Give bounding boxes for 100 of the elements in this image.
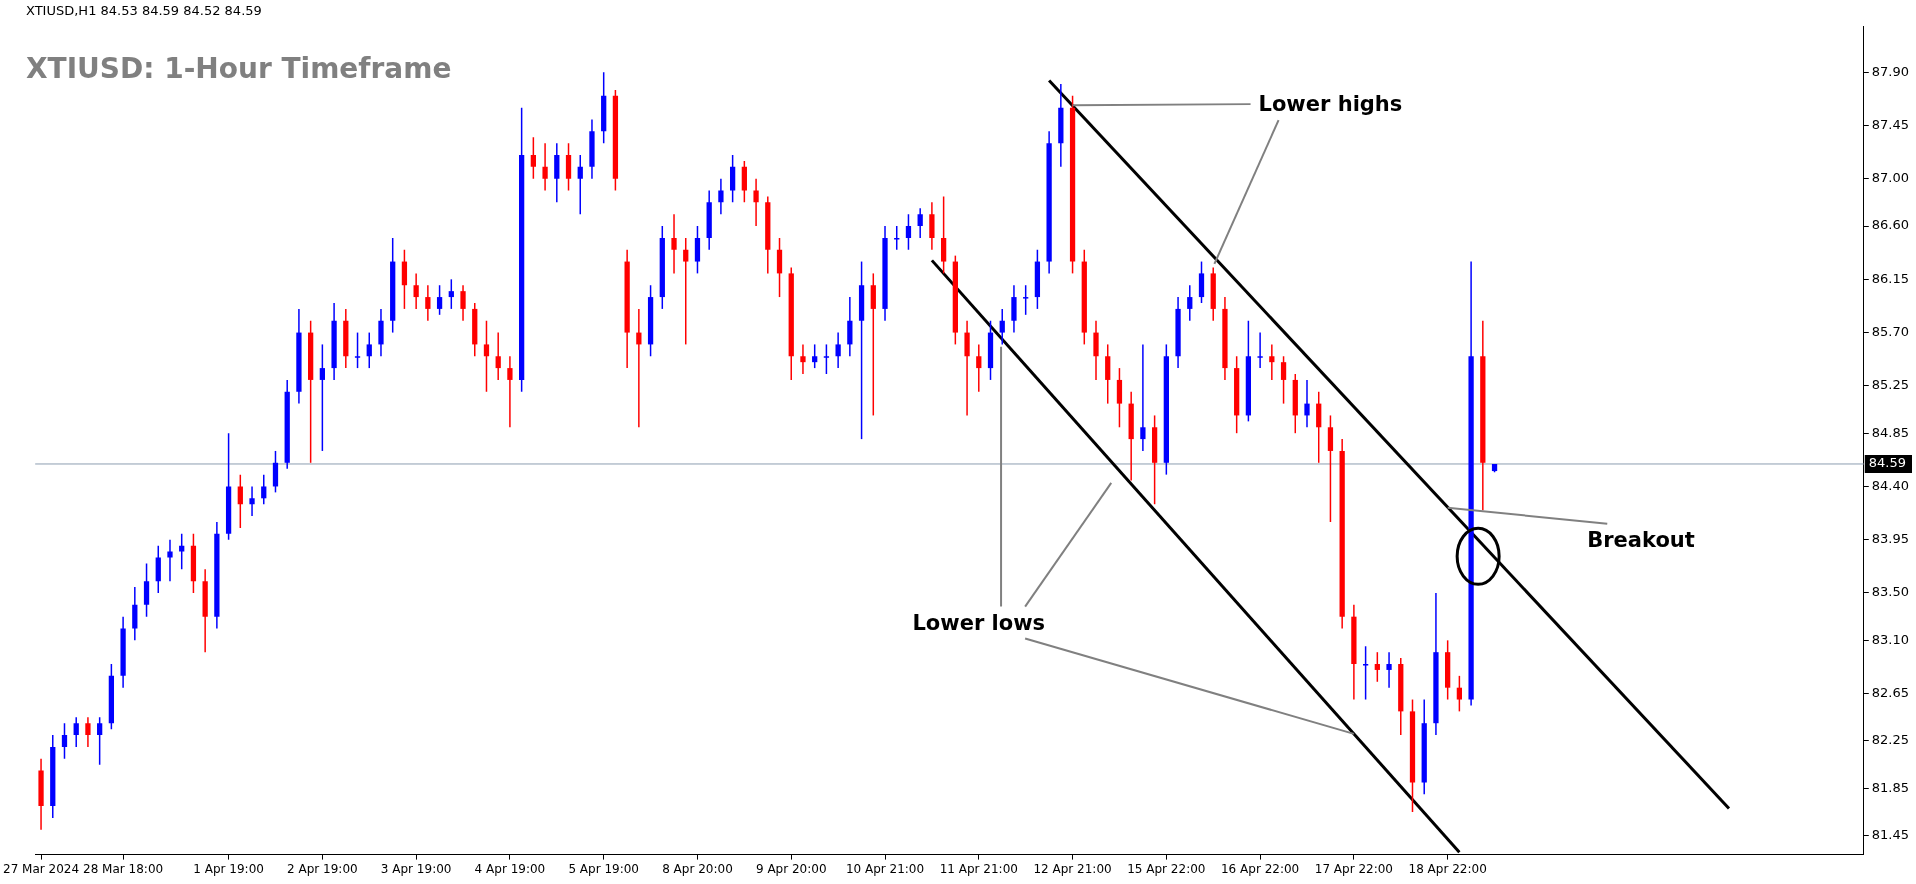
candlestick — [97, 716, 103, 766]
y-tick-label: 84.40 — [1871, 477, 1909, 493]
y-tick-label: 83.50 — [1871, 584, 1909, 600]
candlestick — [1374, 651, 1380, 683]
candlestick — [929, 201, 935, 251]
y-tick-label: 85.70 — [1871, 323, 1909, 339]
candlestick — [1198, 260, 1205, 304]
y-tick-label: 85.25 — [1871, 377, 1909, 393]
x-tick-label: 15 Apr 22:00 — [1127, 861, 1206, 876]
candlestick — [1280, 355, 1287, 405]
x-tick-label: 3 Apr 19:00 — [380, 861, 452, 876]
candlestick — [1257, 331, 1263, 369]
y-tick-label: 82.25 — [1871, 732, 1909, 748]
y-tick-label: 81.85 — [1871, 779, 1909, 795]
candlestick — [378, 308, 384, 358]
candlestick — [366, 331, 372, 369]
x-tick-label: 1 Apr 19:00 — [193, 861, 264, 876]
candlestick — [319, 343, 326, 452]
y-tick-label: 86.15 — [1871, 270, 1909, 286]
candlestick — [132, 586, 138, 642]
candlestick — [964, 320, 970, 417]
chart-subtitle: XTIUSD,H1 84.53 84.59 84.52 84.59 — [26, 3, 262, 18]
candlestick — [167, 538, 173, 582]
candlestick — [1316, 391, 1322, 464]
y-tick-label: 83.95 — [1871, 531, 1909, 547]
y-tick-label: 87.90 — [1871, 63, 1909, 79]
x-tick-label: 12 Apr 21:00 — [1033, 861, 1112, 876]
x-tick-label: 9 Apr 20:00 — [755, 861, 827, 876]
x-tick-label: 27 Mar 2024 — [3, 861, 80, 876]
y-tick-label: 86.60 — [1871, 217, 1909, 233]
x-tick-label: 17 Apr 22:00 — [1314, 861, 1394, 876]
candlestick — [999, 308, 1005, 346]
candlestick — [85, 716, 91, 748]
candlestick — [1362, 645, 1369, 701]
candlestick — [1105, 343, 1111, 405]
y-tick-label: 83.10 — [1871, 631, 1909, 647]
candlestick — [812, 343, 818, 369]
annotation: Lower lows — [912, 610, 1046, 635]
candlestick — [683, 237, 689, 346]
candlestick — [425, 284, 431, 322]
candlestick — [1187, 284, 1193, 322]
candlestick — [179, 533, 185, 571]
candlestick — [542, 142, 548, 192]
candlestick — [823, 343, 830, 375]
candlestick — [1386, 651, 1392, 689]
candlestick — [694, 225, 701, 275]
candlestick — [413, 272, 419, 310]
candlestick — [776, 237, 783, 298]
candlestick — [460, 284, 466, 322]
candlestick — [1023, 284, 1029, 316]
candlestick — [530, 136, 536, 180]
candlestick — [847, 296, 853, 358]
candlestick — [272, 450, 279, 494]
x-tick-label: 10 Apr 21:00 — [845, 861, 925, 876]
ref-line-label: 84.59 — [1868, 455, 1906, 471]
candlestick — [495, 331, 501, 381]
text: XTIUSD: 1-Hour Timeframe — [26, 52, 452, 85]
candlestick — [143, 562, 150, 618]
candlestick — [718, 177, 724, 215]
y-tick-label: 81.45 — [1871, 827, 1909, 843]
candlestick — [261, 473, 267, 505]
candlestick — [507, 355, 513, 429]
candlestick — [1011, 284, 1017, 334]
candlestick — [905, 213, 912, 251]
candlestick — [237, 473, 243, 529]
candlestick — [1269, 343, 1275, 381]
candlestick — [1304, 379, 1310, 429]
y-tick-label: 87.45 — [1871, 116, 1909, 132]
candlestick — [249, 485, 255, 517]
candlestick — [917, 207, 923, 239]
candlestick — [671, 213, 677, 275]
candlestick — [753, 177, 759, 227]
candlestick — [1140, 343, 1146, 452]
candlestick — [835, 331, 841, 369]
x-tick-label: 4 Apr 19:00 — [474, 861, 546, 876]
candlestick — [61, 722, 68, 760]
candlestick — [73, 716, 79, 748]
candlestick — [800, 343, 806, 375]
x-tick-label: 28 Mar 18:00 — [83, 861, 164, 876]
y-tick-label: 82.65 — [1871, 684, 1909, 700]
x-tick-label: 16 Apr 22:00 — [1220, 861, 1300, 876]
candlestick — [448, 278, 454, 310]
candlestick — [870, 272, 876, 417]
candlestick — [1456, 675, 1463, 713]
x-tick-label: 18 Apr 22:00 — [1408, 861, 1487, 876]
candlestick — [155, 544, 161, 594]
x-tick-label: 5 Apr 19:00 — [568, 861, 639, 876]
candlestick — [1093, 320, 1099, 381]
candlestick — [577, 154, 583, 215]
candlestick — [741, 160, 747, 204]
x-tick-label: 8 Apr 20:00 — [662, 861, 733, 876]
annotation: Lower highs — [1258, 92, 1403, 117]
candlestick — [436, 284, 443, 316]
candlestick — [976, 343, 982, 393]
y-tick-label: 84.85 — [1871, 424, 1909, 440]
candlestick — [554, 142, 560, 204]
annotation: Breakout — [1587, 527, 1695, 552]
y-tick-label: 87.00 — [1871, 170, 1909, 186]
candlestick — [401, 248, 408, 310]
x-tick-label: 11 Apr 21:00 — [939, 861, 1018, 876]
